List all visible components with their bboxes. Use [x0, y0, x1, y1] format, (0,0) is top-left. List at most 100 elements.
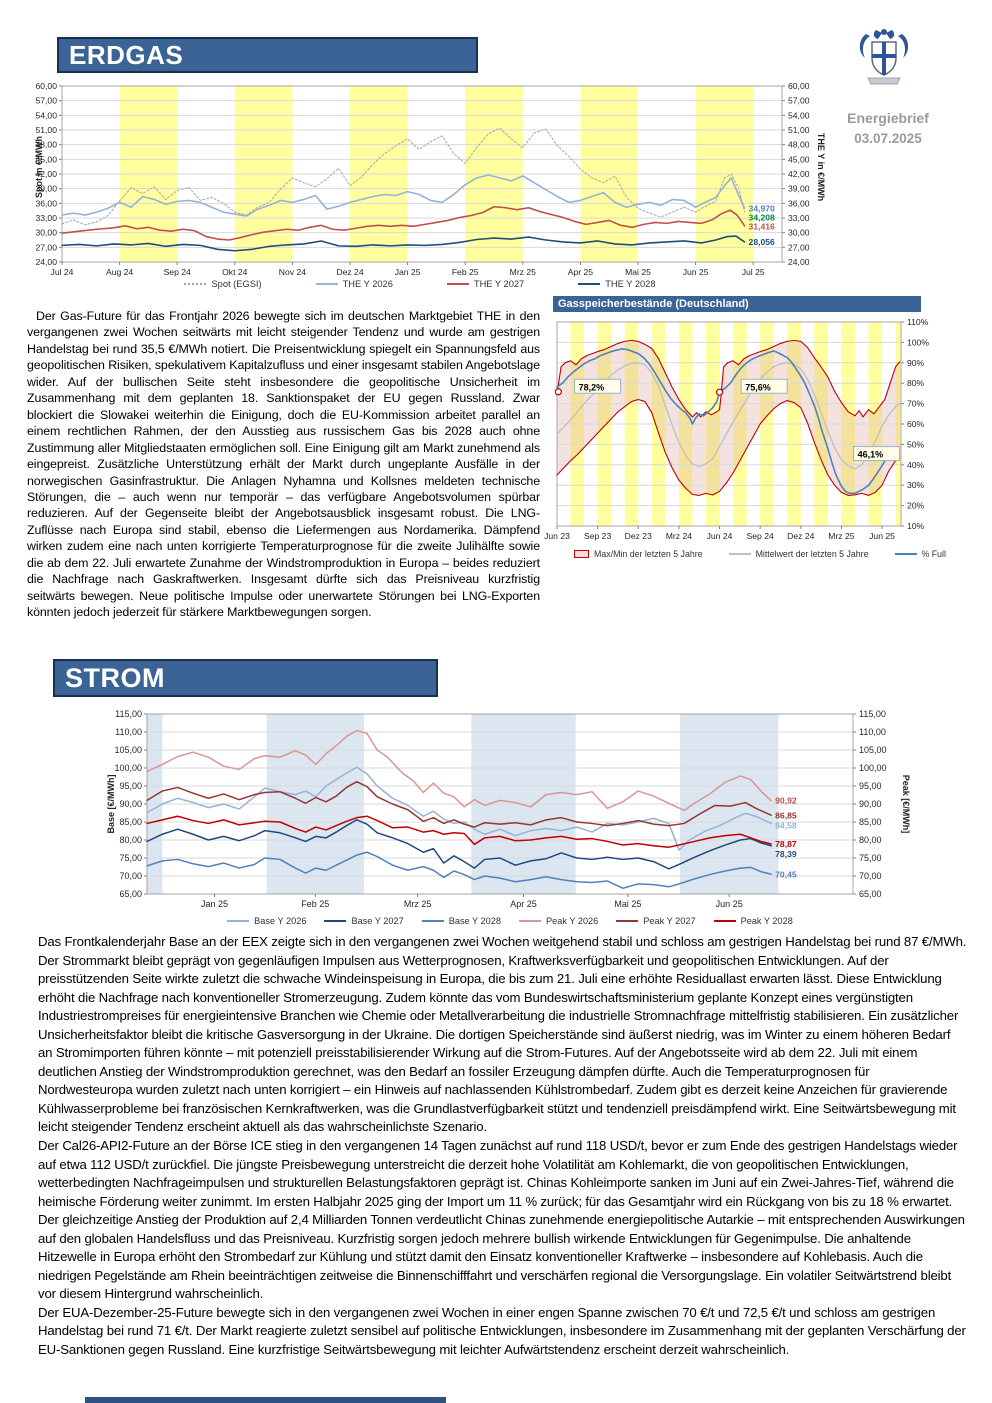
legend-label: Spot (EGSI): [211, 279, 262, 289]
legend-item: % Full: [894, 549, 946, 559]
brand-name: Energiebrief: [847, 110, 929, 126]
svg-text:46,1%: 46,1%: [858, 450, 884, 460]
legend-item: THE Y 2028: [578, 279, 656, 289]
svg-text:39,00: 39,00: [35, 184, 57, 194]
strom-body-text: Das Frontkalenderjahr Base an der EEX ze…: [38, 933, 967, 1360]
svg-text:65,00: 65,00: [119, 889, 142, 899]
svg-text:115,00: 115,00: [115, 709, 142, 719]
gas-chart-legend: Spot (EGSI) THE Y 2026 THE Y 2027 THE Y 202…: [70, 279, 770, 289]
svg-text:84,58: 84,58: [775, 820, 797, 830]
legend-item: Base Y 2027: [324, 916, 404, 926]
legend-label: Peak Y 2026: [546, 916, 599, 926]
svg-text:51,00: 51,00: [35, 125, 57, 135]
svg-text:Jun 24: Jun 24: [707, 531, 733, 541]
legend-swatch: [421, 920, 444, 922]
svg-text:Mai 25: Mai 25: [625, 267, 651, 277]
svg-text:100,00: 100,00: [114, 763, 142, 773]
svg-text:Jul 25: Jul 25: [742, 267, 765, 277]
svg-text:70,00: 70,00: [859, 871, 882, 881]
legend-label: Base Y 2028: [448, 916, 501, 926]
svg-text:24,00: 24,00: [35, 257, 57, 267]
legend-item: Mittelwert der letzten 5 Jahre: [728, 549, 869, 559]
legend-label: Mittelwert der letzten 5 Jahre: [755, 549, 869, 559]
svg-text:42,00: 42,00: [788, 169, 810, 179]
svg-text:30%: 30%: [907, 480, 925, 490]
svg-text:Mai 25: Mai 25: [614, 899, 641, 909]
svg-text:33,00: 33,00: [35, 213, 57, 223]
svg-text:60,00: 60,00: [788, 81, 810, 91]
svg-text:85,00: 85,00: [119, 817, 142, 827]
section-header-strom: STROM: [53, 659, 438, 697]
svg-text:60,00: 60,00: [35, 81, 57, 91]
svg-text:Sep 24: Sep 24: [164, 267, 191, 277]
gas-storage-chart: 10% 20% 30% 40% 50% 60% 70% 80% 90% 100% 110% Jun 2…: [544, 317, 929, 541]
svg-text:39,00: 39,00: [788, 184, 810, 194]
svg-text:Feb 25: Feb 25: [301, 899, 329, 909]
svg-text:115,00: 115,00: [859, 709, 886, 719]
svg-text:10%: 10%: [907, 521, 925, 531]
svg-text:100%: 100%: [907, 337, 929, 347]
svg-text:80,00: 80,00: [859, 835, 882, 845]
next-section-header-partial: [85, 1397, 446, 1403]
svg-text:70%: 70%: [907, 399, 925, 409]
erdgas-body-text: Der Gas-Future für das Frontjahr 2026 be…: [27, 309, 540, 620]
svg-text:Dez 23: Dez 23: [625, 531, 652, 541]
svg-text:Mrz 25: Mrz 25: [510, 267, 536, 277]
svg-text:78,87: 78,87: [775, 839, 797, 849]
svg-text:Jun 25: Jun 25: [716, 899, 743, 909]
legend-item: Base Y 2026: [227, 916, 306, 926]
svg-text:85,00: 85,00: [859, 817, 882, 827]
svg-text:27,00: 27,00: [35, 242, 57, 252]
svg-text:57,00: 57,00: [788, 96, 810, 106]
svg-text:42,00: 42,00: [35, 169, 57, 179]
svg-text:Mrz 24: Mrz 24: [666, 531, 692, 541]
svg-text:Dez 24: Dez 24: [336, 267, 363, 277]
svg-text:Aug 24: Aug 24: [106, 267, 133, 277]
svg-text:Jan 25: Jan 25: [395, 267, 421, 277]
svg-text:30,00: 30,00: [35, 228, 57, 238]
svg-text:34,208: 34,208: [749, 212, 776, 222]
svg-text:30,00: 30,00: [788, 228, 810, 238]
svg-text:Sep 24: Sep 24: [747, 531, 774, 541]
storage-chart-legend: Max/Min der letzten 5 Jahre Mittelwert de…: [548, 549, 972, 559]
svg-text:70,00: 70,00: [119, 871, 142, 881]
svg-text:110%: 110%: [907, 317, 929, 327]
svg-text:80,00: 80,00: [119, 835, 142, 845]
svg-text:Dez 24: Dez 24: [787, 531, 814, 541]
svg-text:Mrz 25: Mrz 25: [404, 899, 432, 909]
svg-text:110,00: 110,00: [115, 727, 142, 737]
strom-chart-legend: Base Y 2026 Base Y 2027 Base Y 2028 Peak Y …: [180, 916, 840, 926]
svg-text:48,00: 48,00: [35, 140, 57, 150]
svg-text:75,00: 75,00: [119, 853, 142, 863]
svg-text:45,00: 45,00: [788, 154, 810, 164]
legend-item: Peak Y 2028: [713, 916, 793, 926]
svg-text:Sep 23: Sep 23: [584, 531, 611, 541]
legend-item: Spot (EGSI): [184, 279, 262, 289]
legend-swatch: [578, 283, 601, 285]
legend-item: THE Y 2027: [446, 279, 524, 289]
legend-swatch: [574, 550, 590, 558]
legend-swatch: [227, 920, 250, 922]
legend-swatch: [315, 283, 338, 285]
svg-text:54,00: 54,00: [35, 110, 57, 120]
legend-swatch: [184, 283, 207, 285]
legend-swatch: [324, 920, 347, 922]
issue-date: 03.07.2025: [854, 131, 922, 146]
legend-swatch: [446, 283, 469, 285]
svg-text:28,056: 28,056: [749, 237, 776, 247]
legend-label: THE Y 2028: [605, 279, 656, 289]
legend-label: Peak Y 2028: [740, 916, 793, 926]
strom-paragraph-eua: Der EUA-Dezember-25-Future bewegte sich …: [38, 1304, 966, 1358]
gas-right-axis-title: THE Y in €/MWh: [816, 132, 826, 202]
svg-text:90,00: 90,00: [119, 799, 142, 809]
svg-text:60%: 60%: [907, 419, 925, 429]
legend-label: % Full: [921, 549, 946, 559]
svg-text:36,00: 36,00: [35, 198, 57, 208]
section-title-strom: STROM: [65, 662, 165, 693]
legend-item: Peak Y 2026: [519, 916, 598, 926]
svg-text:75,6%: 75,6%: [745, 382, 771, 392]
svg-text:90%: 90%: [907, 358, 925, 368]
svg-text:110,00: 110,00: [859, 727, 886, 737]
storage-chart-header: Gasspeicherbestände (Deutschland): [553, 296, 921, 312]
